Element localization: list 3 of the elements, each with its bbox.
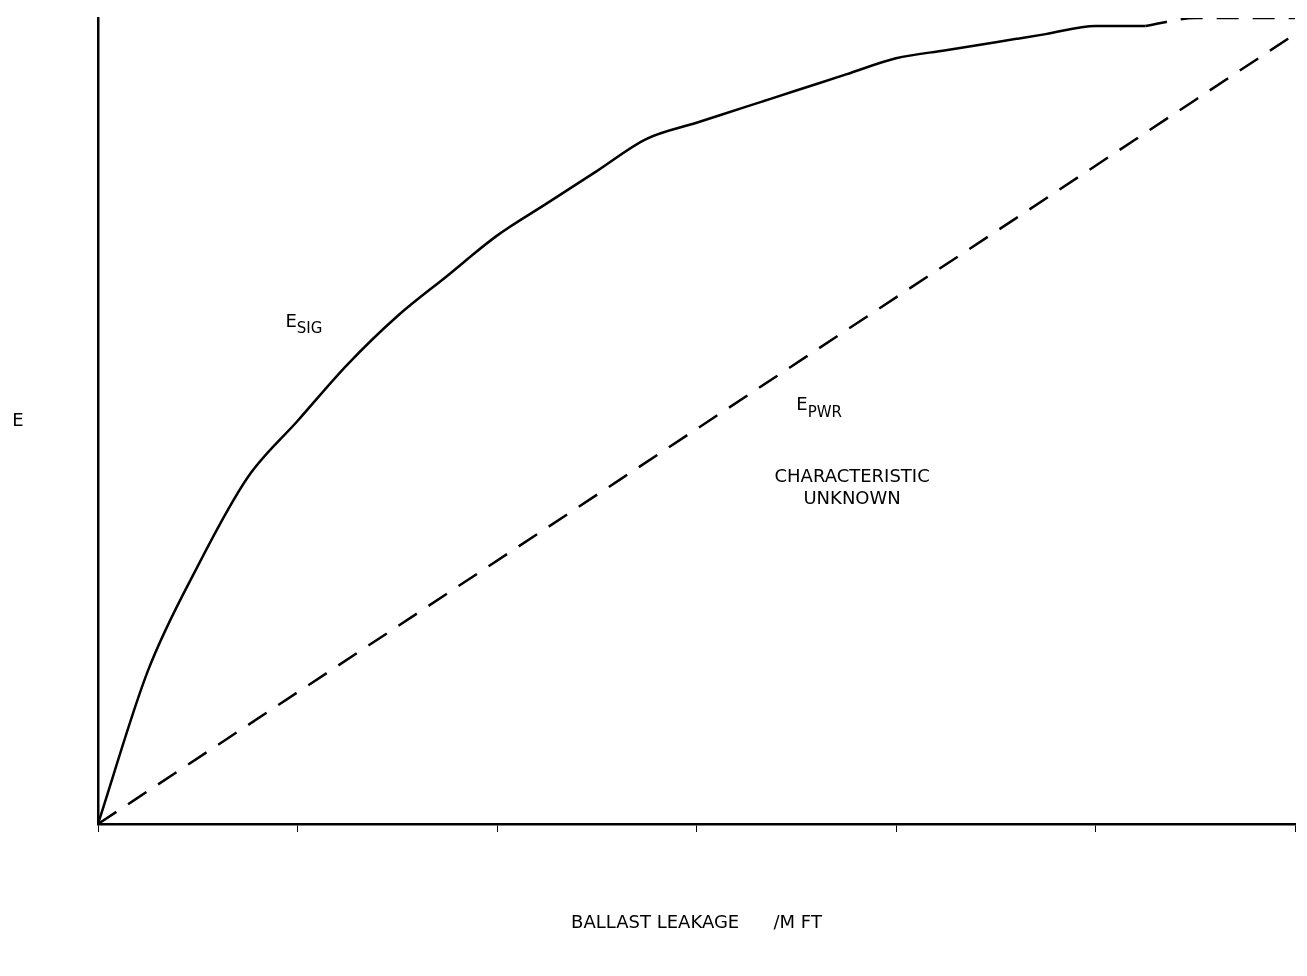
y-axis-title: E	[12, 408, 24, 430]
x-axis-title: BALLAST LEAKAGE /M FT	[571, 910, 823, 932]
annotation: CHARACTERISTIC UNKNOWN	[774, 465, 930, 509]
